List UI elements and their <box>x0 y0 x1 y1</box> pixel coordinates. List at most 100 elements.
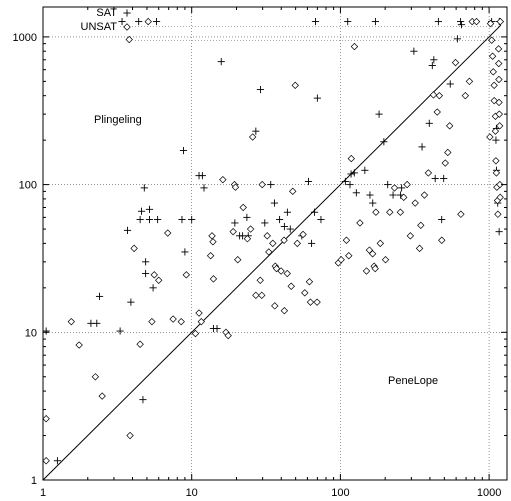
point-unsat <box>495 122 504 130</box>
series-unsat-layer <box>42 17 505 465</box>
point-sat <box>428 61 436 70</box>
point-sat <box>434 17 442 26</box>
point-sat <box>457 21 466 29</box>
point-sat <box>135 17 143 26</box>
point-unsat <box>252 291 260 300</box>
point-unsat <box>42 415 50 423</box>
point-unsat <box>461 91 470 100</box>
x-tick-label: 1 <box>40 487 46 499</box>
point-unsat <box>293 239 301 248</box>
point-sat <box>53 457 62 465</box>
point-unsat <box>465 77 474 86</box>
axes-frame <box>42 6 508 481</box>
point-sat <box>261 219 269 227</box>
point-unsat <box>263 232 271 240</box>
point-sat <box>371 17 380 26</box>
point-sat <box>431 174 439 183</box>
point-sat <box>495 228 503 236</box>
point-unsat <box>420 191 429 199</box>
point-sat <box>389 191 397 199</box>
point-unsat <box>239 203 247 212</box>
point-unsat <box>283 269 291 278</box>
x-tick-label: 10 <box>186 487 198 499</box>
y-tick-label: 1 <box>31 475 37 487</box>
point-unsat <box>496 180 504 189</box>
point-unsat <box>177 317 185 326</box>
region-label-lower-right: PeneLope <box>388 375 438 387</box>
x-tick-label: 1000 <box>477 487 501 499</box>
point-unsat <box>150 271 158 279</box>
point-unsat <box>429 91 438 99</box>
point-sat <box>181 248 189 256</box>
point-unsat <box>492 169 501 177</box>
point-unsat <box>496 193 504 202</box>
point-sat <box>313 94 321 102</box>
point-sat <box>418 143 426 151</box>
point-sat <box>142 269 150 278</box>
point-unsat <box>371 264 379 273</box>
point-unsat <box>444 148 452 157</box>
point-unsat <box>486 19 495 28</box>
point-unsat <box>495 110 504 118</box>
point-unsat <box>306 298 315 306</box>
point-sat <box>127 298 135 306</box>
point-sat <box>42 327 50 335</box>
point-unsat <box>376 239 385 248</box>
point-unsat <box>224 331 232 340</box>
point-sat <box>344 17 352 26</box>
point-sat <box>118 17 126 26</box>
point-unsat <box>417 221 425 230</box>
point-unsat <box>136 340 144 348</box>
point-unsat <box>287 282 295 290</box>
point-sat <box>310 208 319 216</box>
point-sat <box>375 110 383 118</box>
y-tick-label: 10 <box>25 327 37 339</box>
point-unsat <box>208 232 216 240</box>
point-unsat <box>362 267 371 275</box>
point-unsat <box>305 278 314 286</box>
point-sat <box>280 222 288 231</box>
point-unsat <box>206 252 215 260</box>
point-unsat <box>195 309 203 317</box>
legend-plus-marker <box>123 9 131 17</box>
point-sat <box>425 119 433 127</box>
point-unsat <box>98 392 106 400</box>
point-sat <box>286 225 294 233</box>
point-unsat <box>209 238 217 246</box>
point-sat <box>213 324 221 333</box>
point-unsat <box>386 208 394 216</box>
point-unsat <box>451 58 460 67</box>
point-sat <box>283 208 291 216</box>
point-unsat <box>258 291 266 300</box>
x-tick-label: 100 <box>331 487 349 499</box>
point-unsat <box>415 244 424 253</box>
point-sat <box>267 181 275 189</box>
point-unsat <box>489 68 497 76</box>
point-unsat <box>271 302 279 310</box>
grid-lines <box>43 7 507 480</box>
legend-diamond-marker <box>123 23 131 31</box>
point-unsat <box>396 208 405 216</box>
point-sat <box>456 17 465 26</box>
point-sat <box>430 56 438 64</box>
point-sat <box>311 17 320 26</box>
point-unsat <box>234 256 242 264</box>
point-sat <box>438 215 446 224</box>
point-unsat <box>350 42 359 51</box>
y-tick-label: 1000 <box>13 32 37 44</box>
point-sat <box>243 213 251 221</box>
point-sat <box>116 327 124 335</box>
point-unsat <box>256 276 264 284</box>
point-sat <box>256 85 265 94</box>
point-sat <box>440 174 448 183</box>
point-unsat <box>182 271 191 279</box>
point-sat <box>200 184 208 192</box>
point-unsat <box>488 52 497 60</box>
point-unsat <box>289 187 297 196</box>
point-unsat <box>356 219 364 227</box>
point-unsat <box>125 35 133 44</box>
point-sat <box>453 35 461 43</box>
point-unsat <box>313 298 321 306</box>
region-label-upper-left: Plingeling <box>94 114 142 126</box>
legend-marker-unsat <box>123 23 131 31</box>
